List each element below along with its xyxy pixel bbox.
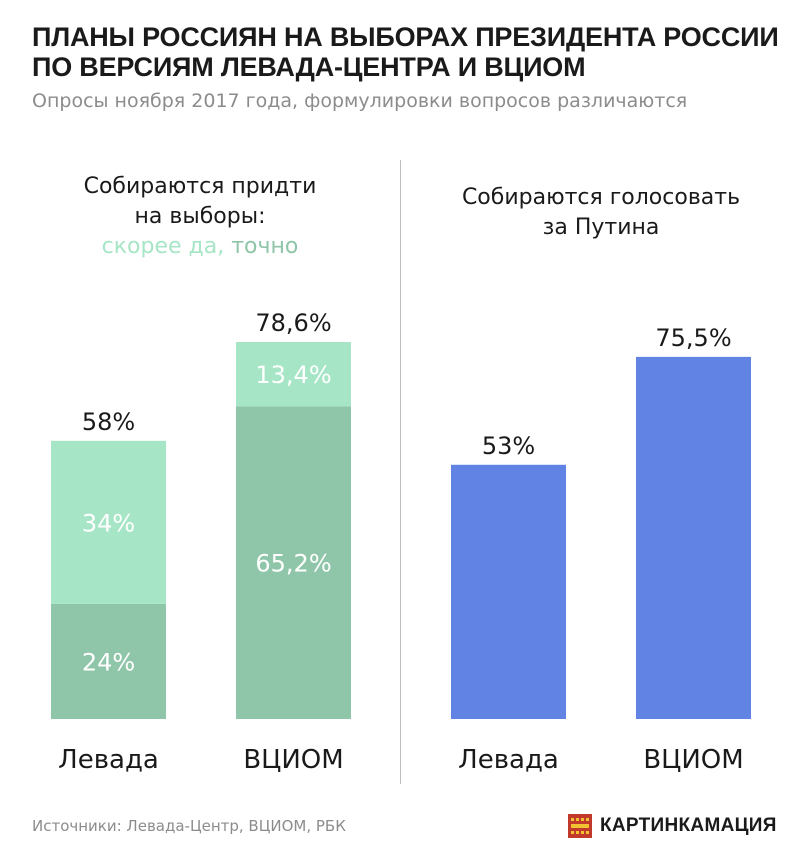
- turnout-panel-heading: Собираются придти на выборы: скорее да, …: [20, 172, 380, 262]
- bar-likely-2: [236, 342, 351, 407]
- label-total-1: 58%: [82, 408, 135, 436]
- turnout-legend: скорее да, точно: [20, 232, 380, 262]
- bar-sure-2: [236, 406, 351, 719]
- chart-title-line-1: ПЛАНЫ РОССИЯН НА ВЫБОРАХ ПРЕЗИДЕНТА РОСС…: [32, 22, 779, 52]
- film-strip-logo-icon: [568, 814, 592, 838]
- legend-likely-label: скорее да,: [101, 234, 225, 259]
- turnout-heading-line-1: Собираются придти: [83, 174, 317, 199]
- putin-heading-line-2: за Путина: [542, 215, 660, 240]
- label-sure-1: 24%: [82, 648, 135, 676]
- bar-putin-1: [451, 464, 566, 719]
- category-label-turnout-2: ВЦИОМ: [243, 745, 343, 775]
- bar-likely-1: [51, 440, 166, 604]
- sources-note: Источники: Левада-Центр, ВЦИОМ, РБК: [32, 817, 346, 835]
- category-label-putin-2: ВЦИОМ: [643, 745, 743, 775]
- label-total-2: 78,6%: [255, 309, 331, 337]
- label-likely-1: 34%: [82, 509, 135, 537]
- label-putin-1: 53%: [482, 432, 535, 460]
- brand: КАРТИНКАМАЦИЯ: [568, 812, 777, 840]
- putin-panel-heading: Собираются голосовать за Путина: [420, 183, 782, 243]
- chart-title: ПЛАНЫ РОССИЯН НА ВЫБОРАХ ПРЕЗИДЕНТА РОСС…: [32, 22, 779, 82]
- turnout-heading-line-2: на выборы:: [134, 204, 266, 229]
- chart-title-line-2: ПО ВЕРСИЯМ ЛЕВАДА-ЦЕНТРА И ВЦИОМ: [32, 52, 586, 82]
- legend-sure-label: точно: [231, 234, 299, 259]
- category-label-turnout-1: Левада: [58, 745, 159, 775]
- putin-heading-line-1: Собираются голосовать: [461, 185, 741, 210]
- category-label-putin-1: Левада: [458, 745, 559, 775]
- chart-subtitle: Опросы ноября 2017 года, формулировки во…: [32, 90, 688, 112]
- label-likely-2: 13,4%: [255, 361, 331, 389]
- brand-name: КАРТИНКАМАЦИЯ: [600, 815, 777, 836]
- bar-putin-2: [636, 356, 751, 719]
- panel-divider: [400, 160, 401, 784]
- bar-sure-1: [51, 603, 166, 719]
- label-putin-2: 75,5%: [655, 324, 731, 352]
- label-sure-2: 65,2%: [255, 550, 331, 578]
